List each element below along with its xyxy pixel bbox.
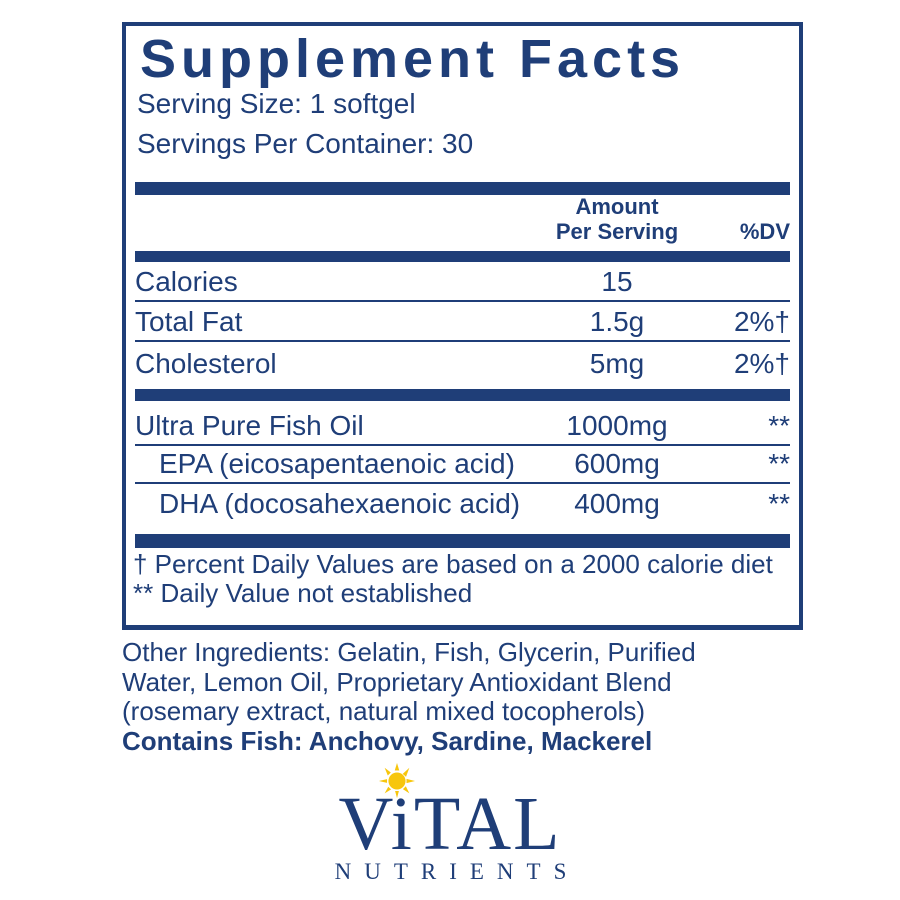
separator-bar-bottom [135,534,790,548]
brand-name: ViTAL [338,782,562,866]
nutrient-name: Calories [135,266,238,297]
separator-bar-header [135,251,790,262]
brand-subname: NUTRIENTS [334,859,580,884]
nutrient-dv: ** [768,488,790,519]
supplement-rows: Ultra Pure Fish Oil 1000mg ** EPA (eicos… [135,408,790,522]
nutrient-amount: 5mg [589,348,645,379]
nutrient-row-total-fat: Total Fat 1.5g 2%† [135,302,790,342]
column-header-amount-line2: Per Serving [555,219,679,244]
supplement-facts-panel: Supplement Facts Serving Size: 1 softgel… [122,22,803,630]
sun-icon [378,762,415,799]
nutrient-name: Cholesterol [135,348,277,379]
other-ingredients: Other Ingredients: Gelatin, Fish, Glycer… [122,637,696,756]
nutrient-amount: 600mg [574,448,660,479]
separator-bar-top [135,182,790,195]
nutrient-row-dha: DHA (docosahexaenoic acid) 400mg ** [135,484,790,522]
other-ingredients-line3: (rosemary extract, natural mixed tocophe… [122,696,646,726]
column-header-dv: %DV [739,219,790,244]
nutrient-dv: 2%† [733,306,790,337]
brand-logo-inner: ViTAL NUTRIENTS [321,762,580,884]
nutrient-row-calories: Calories 15 [135,262,790,302]
nutrient-dv: ** [768,448,790,479]
servings-per-container: Servings Per Container: 30 [137,128,474,159]
contains-statement: Contains Fish: Anchovy, Sardine, Mackere… [122,725,653,756]
column-header-amount-line1: Amount [575,194,659,219]
column-header-row: Amount Per Serving %DV [135,194,790,244]
footnotes: † Percent Daily Values are based on a 20… [133,550,773,608]
nutrient-amount: 15 [601,266,633,297]
panel-title: Supplement Facts [140,29,686,89]
footnote-daily-values: † Percent Daily Values are based on a 20… [133,549,773,579]
nutrient-name: EPA (eicosapentaenoic acid) [159,448,515,479]
main-nutrient-rows: Calories 15 Total Fat 1.5g 2%† Cholester… [135,262,790,382]
nutrient-name: Ultra Pure Fish Oil [135,410,364,441]
other-ingredients-line2: Water, Lemon Oil, Proprietary Antioxidan… [122,666,672,697]
serving-size: Serving Size: 1 softgel [137,88,416,119]
nutrient-row-epa: EPA (eicosapentaenoic acid) 600mg ** [135,446,790,484]
nutrient-amount: 1000mg [566,410,668,441]
nutrient-name: Total Fat [135,306,243,337]
nutrient-name: DHA (docosahexaenoic acid) [159,488,521,519]
nutrient-dv: 2%† [733,348,790,379]
nutrient-row-fish-oil: Ultra Pure Fish Oil 1000mg ** [135,408,790,446]
nutrient-amount: 400mg [574,488,660,519]
brand-logo: ViTAL NUTRIENTS [0,762,900,884]
nutrient-dv: ** [768,410,790,441]
other-ingredients-line1: Other Ingredients: Gelatin, Fish, Glycer… [122,637,696,667]
nutrient-amount: 1.5g [589,306,645,337]
nutrient-row-cholesterol: Cholesterol 5mg 2%† [135,342,790,382]
column-header-amount: Amount Per Serving [542,194,692,244]
separator-bar-middle [135,389,790,401]
footnote-not-established: ** Daily Value not established [133,578,473,608]
